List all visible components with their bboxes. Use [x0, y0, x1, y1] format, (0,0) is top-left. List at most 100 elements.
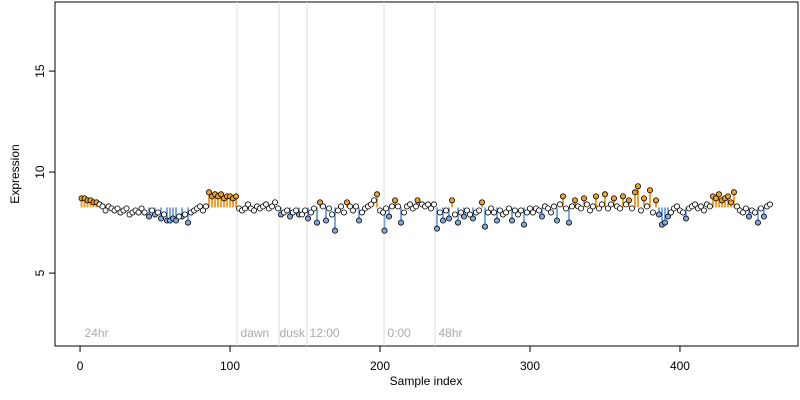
y-tick-label: 5	[33, 269, 47, 276]
point	[526, 205, 533, 212]
point	[206, 189, 213, 196]
point	[460, 213, 467, 220]
point	[661, 219, 668, 226]
point	[523, 209, 530, 216]
point	[197, 203, 204, 210]
point	[610, 195, 617, 202]
point	[380, 209, 387, 216]
point	[517, 207, 524, 214]
point	[272, 199, 279, 206]
point	[502, 209, 509, 216]
point	[338, 203, 345, 210]
point	[102, 207, 109, 214]
point	[745, 213, 752, 220]
point	[646, 187, 653, 194]
x-tick-label: 200	[370, 359, 390, 373]
point	[571, 197, 578, 204]
point	[407, 201, 414, 208]
point	[233, 193, 240, 200]
point	[742, 205, 749, 212]
point	[601, 191, 608, 198]
point	[314, 219, 321, 226]
point	[374, 191, 381, 198]
point	[149, 207, 156, 214]
point	[766, 201, 773, 208]
point	[317, 199, 324, 206]
point	[185, 219, 192, 226]
point	[577, 205, 584, 212]
point	[565, 219, 572, 226]
point	[643, 203, 650, 210]
point	[538, 213, 545, 220]
point	[625, 197, 632, 204]
point	[628, 205, 635, 212]
point	[568, 203, 575, 210]
point	[598, 201, 605, 208]
point	[463, 207, 470, 214]
point	[487, 205, 494, 212]
point	[414, 197, 421, 204]
point	[269, 203, 276, 210]
point	[448, 197, 455, 204]
point	[583, 201, 590, 208]
point	[607, 201, 614, 208]
point	[556, 201, 563, 208]
x-tick-label: 400	[670, 359, 690, 373]
point	[436, 209, 443, 216]
point	[371, 197, 378, 204]
point	[326, 205, 333, 212]
point	[135, 209, 142, 216]
point	[433, 225, 440, 232]
point	[667, 209, 674, 216]
point	[592, 193, 599, 200]
annotation: dusk	[280, 326, 306, 340]
point	[760, 213, 767, 220]
point	[637, 207, 644, 214]
point	[293, 207, 300, 214]
point	[347, 203, 354, 210]
point	[544, 205, 551, 212]
point	[302, 207, 309, 214]
x-tick-label: 300	[520, 359, 540, 373]
point	[359, 209, 366, 216]
point	[138, 205, 145, 212]
point	[730, 189, 737, 196]
annotation: 12:00	[310, 326, 340, 340]
point	[335, 207, 342, 214]
point	[392, 197, 399, 204]
point	[706, 203, 713, 210]
point	[353, 203, 360, 210]
annotation: 0:00	[388, 326, 412, 340]
point	[141, 209, 148, 216]
point	[640, 195, 647, 202]
point	[496, 207, 503, 214]
point	[604, 205, 611, 212]
point	[490, 209, 497, 216]
point	[751, 209, 758, 216]
point	[655, 211, 662, 218]
point	[535, 207, 542, 214]
point	[757, 205, 764, 212]
point	[401, 209, 408, 216]
point	[634, 183, 641, 190]
x-tick-label: 0	[77, 359, 84, 373]
point	[691, 201, 698, 208]
point	[173, 217, 180, 224]
point	[562, 205, 569, 212]
point	[439, 217, 446, 224]
point	[595, 205, 602, 212]
point	[123, 205, 130, 212]
point	[158, 215, 165, 222]
y-tick-label: 10	[33, 165, 47, 179]
y-axis-label: Expression	[8, 144, 22, 203]
point	[754, 219, 761, 226]
point	[176, 213, 183, 220]
point	[182, 211, 189, 218]
point	[529, 209, 536, 216]
point	[550, 203, 557, 210]
point	[697, 203, 704, 210]
point	[511, 207, 518, 214]
point	[284, 207, 291, 214]
x-axis-label: Sample index	[390, 374, 463, 388]
point	[454, 219, 461, 226]
